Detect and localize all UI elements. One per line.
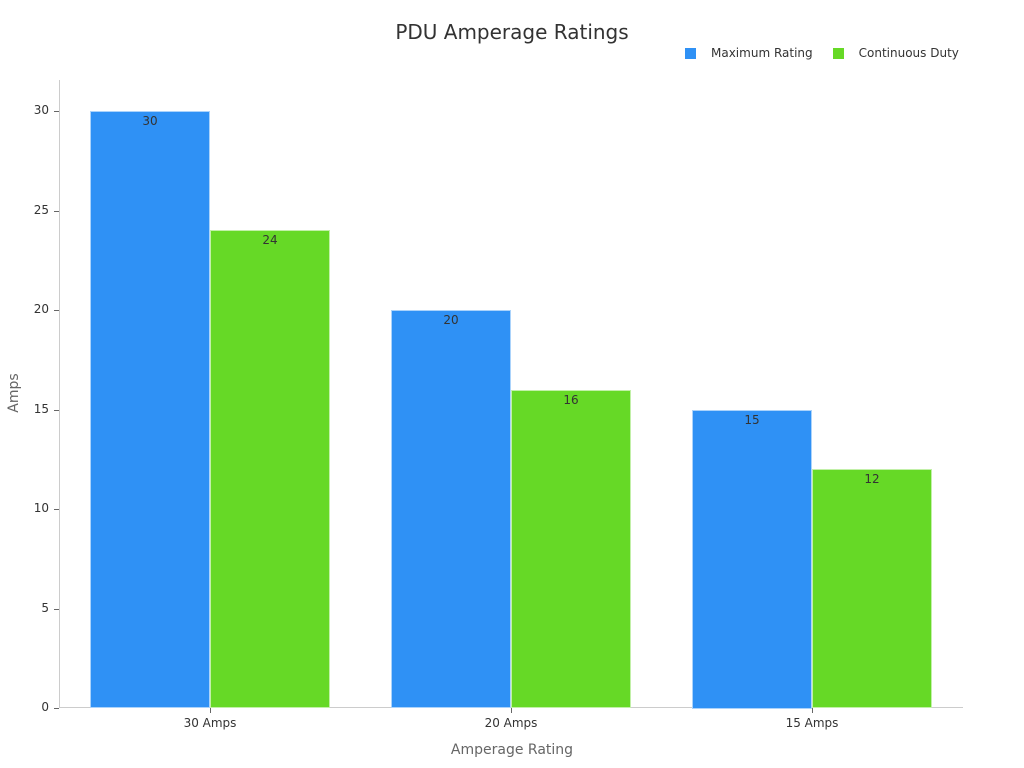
bar-maximum-rating xyxy=(90,111,210,708)
bar-maximum-rating xyxy=(692,410,812,709)
y-tick-label: 0 xyxy=(41,700,49,714)
bar-value-label: 15 xyxy=(744,413,760,427)
x-tick xyxy=(511,708,512,713)
y-tick-label: 15 xyxy=(33,402,49,416)
x-tick xyxy=(812,708,813,713)
legend-swatch-maximum-rating xyxy=(685,47,696,59)
y-tick-label: 25 xyxy=(33,203,49,217)
x-axis-title: Amperage Rating xyxy=(450,742,574,758)
bar-value-label: 24 xyxy=(262,233,278,247)
legend-label-continuous-duty: Continuous Duty xyxy=(858,46,959,60)
y-tick-label: 20 xyxy=(33,302,49,316)
y-tick-label: 10 xyxy=(33,501,49,515)
y-tick xyxy=(54,310,59,311)
legend: Maximum Rating Continuous Duty xyxy=(685,46,979,60)
chart-title: PDU Amperage Ratings xyxy=(395,20,629,44)
y-tick xyxy=(54,211,59,212)
y-tick xyxy=(54,509,59,510)
y-tick xyxy=(54,609,59,610)
bar-continuous-duty xyxy=(511,390,631,708)
bar-value-label: 30 xyxy=(142,114,158,128)
bar-value-label: 16 xyxy=(563,393,579,407)
y-tick xyxy=(54,708,59,709)
x-tick xyxy=(210,708,211,713)
bar-value-label: 20 xyxy=(443,313,459,327)
legend-swatch-continuous-duty xyxy=(832,47,844,59)
y-tick xyxy=(54,111,59,112)
x-tick-label: 30 Amps xyxy=(183,716,237,730)
legend-label-maximum-rating: Maximum Rating xyxy=(711,46,813,60)
x-tick-label: 15 Amps xyxy=(785,716,839,730)
y-axis-title: Amps xyxy=(6,373,22,413)
y-tick xyxy=(54,410,59,411)
bar-value-label: 12 xyxy=(864,472,880,486)
y-tick-label: 5 xyxy=(41,601,49,615)
bar-maximum-rating xyxy=(391,310,511,708)
x-tick-label: 20 Amps xyxy=(484,716,538,730)
y-tick-label: 30 xyxy=(33,103,49,117)
bar-continuous-duty xyxy=(210,230,330,708)
y-axis-line xyxy=(59,80,60,708)
bar-continuous-duty xyxy=(812,469,932,708)
